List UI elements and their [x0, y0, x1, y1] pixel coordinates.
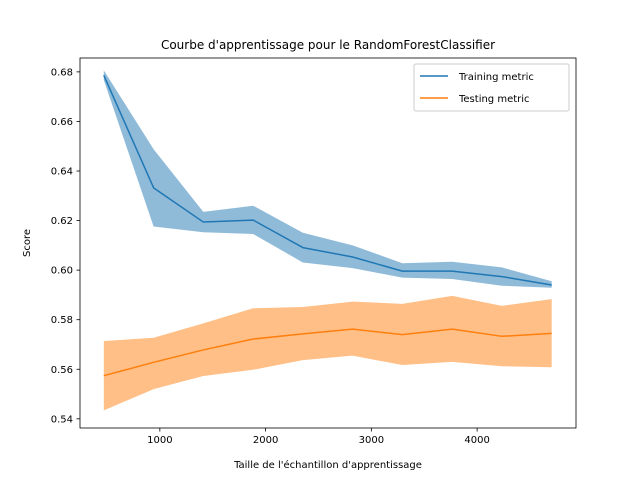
legend: Training metric Testing metric [413, 63, 570, 112]
legend-box [413, 63, 570, 112]
x-tick-label: 4000 [464, 435, 489, 446]
x-axis-ticks: 1000 2000 3000 4000 [147, 428, 490, 446]
axes-frame [79, 57, 577, 429]
x-tick-label: 3000 [359, 435, 384, 446]
chart-title: Courbe d'apprentissage pour le RandomFor… [161, 38, 495, 52]
y-axis-label: Score [22, 229, 33, 257]
y-tick-label: 0.64 [51, 167, 73, 178]
training-metric-band [103, 70, 552, 288]
testing-metric-band [103, 295, 552, 411]
y-axis-ticks: 0.54 0.56 0.58 0.60 0.62 0.64 0.66 0.68 [51, 67, 80, 425]
y-tick-label: 0.68 [51, 67, 73, 78]
plot-area [79, 57, 577, 429]
x-tick-label: 1000 [147, 435, 172, 446]
legend-label-training: Training metric [458, 72, 534, 83]
y-tick-label: 0.58 [51, 315, 73, 326]
testing-metric-line [103, 328, 552, 377]
training-metric-line [103, 75, 552, 286]
x-tick-label: 2000 [253, 435, 278, 446]
legend-label-testing: Testing metric [458, 94, 530, 105]
y-tick-label: 0.54 [51, 414, 73, 425]
x-axis-label: Taille de l'échantillon d'apprentissage [233, 459, 422, 471]
y-tick-label: 0.66 [51, 117, 73, 128]
confidence-bands [103, 70, 552, 411]
y-tick-label: 0.56 [51, 365, 73, 376]
y-tick-label: 0.60 [51, 266, 73, 277]
y-tick-label: 0.62 [51, 216, 73, 227]
series-lines [103, 75, 552, 377]
